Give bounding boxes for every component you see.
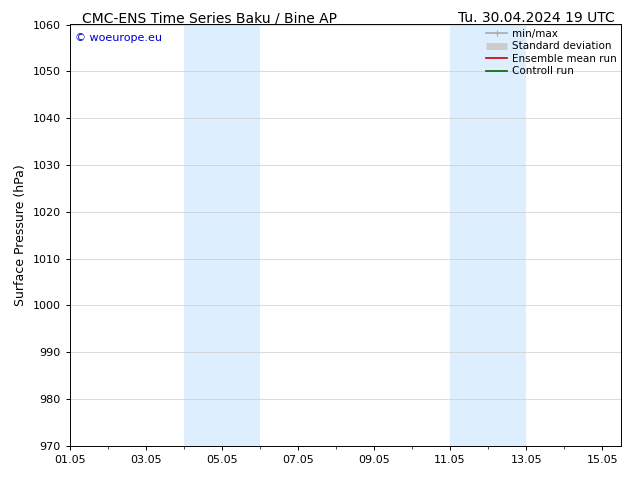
Text: Tu. 30.04.2024 19 UTC: Tu. 30.04.2024 19 UTC <box>458 11 615 25</box>
Bar <box>450 24 526 446</box>
Text: CMC-ENS Time Series Baku / Bine AP: CMC-ENS Time Series Baku / Bine AP <box>82 11 337 25</box>
Bar <box>184 24 260 446</box>
Text: © woeurope.eu: © woeurope.eu <box>75 33 162 43</box>
Legend: min/max, Standard deviation, Ensemble mean run, Controll run: min/max, Standard deviation, Ensemble me… <box>484 26 619 78</box>
Y-axis label: Surface Pressure (hPa): Surface Pressure (hPa) <box>14 164 27 306</box>
